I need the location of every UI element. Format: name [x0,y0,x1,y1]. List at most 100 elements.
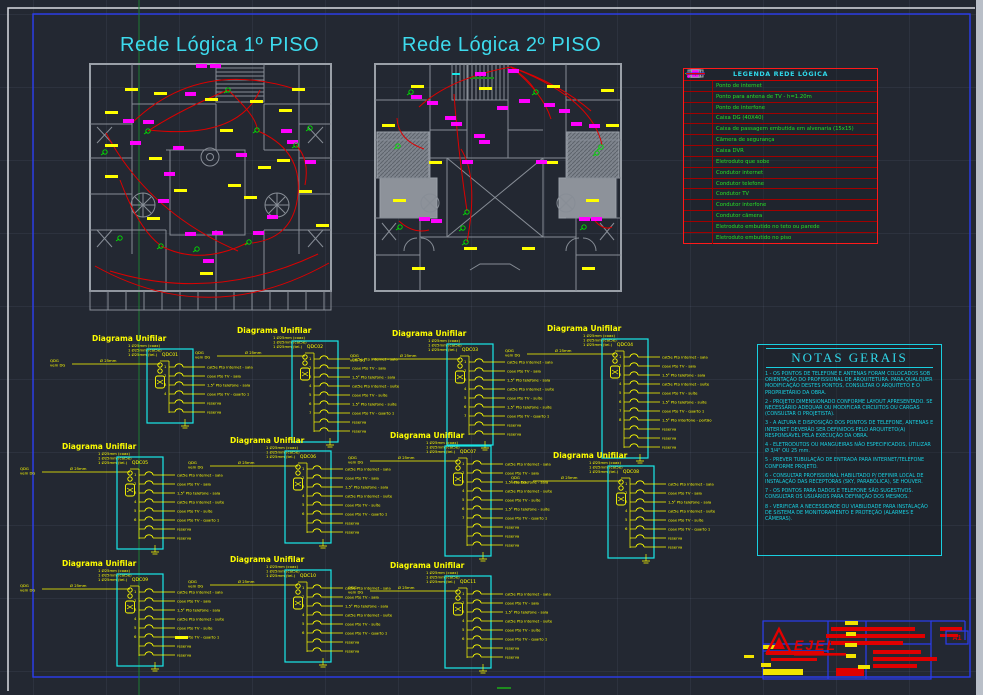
svg-text:3: 3 [464,377,467,382]
legend-item: ICondutor interfone [684,69,877,212]
circuit-tag [130,141,141,145]
svg-text:7: 7 [462,515,465,520]
network-point [579,224,587,231]
svg-text:1 Ø25mm (coax): 1 Ø25mm (coax) [273,335,306,340]
svg-text:1 Ø25mm (coax): 1 Ø25mm (coax) [426,440,459,445]
legend-item-label: Condutor telefone [716,180,764,187]
svg-text:cat5e Pto internet - suíte: cat5e Pto internet - suíte [668,509,716,514]
entry-step [469,263,521,271]
svg-text:vem DG: vem DG [348,590,363,595]
legend-item-label: Câmera de segurança [716,137,775,144]
svg-text:1 Ø25mm (tel.): 1 Ø25mm (tel.) [273,344,303,349]
balcony-hatch [566,131,620,179]
yellow-annotation [316,224,329,227]
svg-text:Diagrama Unifilar: Diagrama Unifilar [390,561,465,570]
svg-text:coax Pto TV - sala: coax Pto TV - sala [177,482,211,487]
svg-text:7: 7 [309,410,312,415]
circuit-tag [411,95,422,99]
svg-text:3: 3 [302,603,305,608]
svg-text:1: 1 [134,589,137,594]
svg-text:cat5e Pto internet - sala: cat5e Pto internet - sala [507,360,553,365]
circuit-tag [236,153,247,157]
dvr-box-icon: DVR [684,69,713,156]
circuit-tag [431,219,442,223]
svg-text:QDG: QDG [188,460,197,465]
legend-item-label: Caixa de passagem embutida em alvenaria … [716,126,854,133]
yellow-annotation [258,166,271,169]
svg-text:cat5e Pto internet - sala: cat5e Pto internet - sala [505,462,551,467]
network-point [461,239,469,246]
svg-text:cat5e Pto internet - sala: cat5e Pto internet - sala [345,467,391,472]
network-point [596,144,604,151]
svg-text:Ø 25mm: Ø 25mm [400,353,417,358]
sheet-border [32,13,971,678]
floor-plan-2-walls[interactable] [374,63,622,292]
circuit-tag [579,217,590,221]
internet-conductor-icon [684,69,713,178]
svg-text:Ø 25mm: Ø 25mm [398,455,415,460]
floor-plan-1-walls[interactable] [89,63,332,311]
network-point [305,125,313,132]
svg-text:3: 3 [462,479,465,484]
svg-text:1,5² Pto telefone - sala: 1,5² Pto telefone - sala [177,491,220,496]
svg-text:reserva: reserva [507,432,521,437]
svg-text:reserva: reserva [505,655,519,660]
svg-text:4: 4 [134,499,137,504]
title-block[interactable]: EJEL A1 [744,620,969,680]
legend-item-label: Condutor TV [716,191,750,198]
network-point [252,127,260,134]
svg-text:1: 1 [625,481,628,486]
note-item: 5 - PREVER TUBULAÇÃO DE ENTRADA PARA INT… [765,457,925,470]
svg-text:coax Pto TV - suíte: coax Pto TV - suíte [668,518,704,523]
legend-rows: Ponto de internet Ponto para antena de TV… [684,69,877,244]
floor-conduit-arc [594,220,613,229]
shaft-x-boxes [96,126,324,248]
svg-text:cat5e Pto internet - suíte: cat5e Pto internet - suíte [345,613,393,618]
passage-box-icon: P [684,69,713,135]
svg-text:QDC03: QDC03 [462,347,478,353]
network-point [406,89,414,96]
svg-text:1: 1 [302,466,305,471]
svg-text:coax Pto TV - quarto 1: coax Pto TV - quarto 1 [507,414,550,419]
circuit-tag [185,232,196,236]
svg-text:1,5² Pto telefone - sala: 1,5² Pto telefone - sala [668,500,711,505]
unifilar-diagrams[interactable]: Diagrama Unifilar 1 Ø25mm (coax) 1 Ø25mm (… [20,324,716,674]
circuit-tag [281,129,292,133]
circuit-tag [591,217,602,221]
circuit-tag [559,109,570,113]
network-point [393,143,401,150]
svg-text:7: 7 [464,413,467,418]
circuit-tag [212,231,223,235]
balcony-hatch [376,131,430,179]
yellow-annotation [522,247,535,250]
svg-text:2: 2 [302,475,305,480]
svg-text:coax Pto TV - quarto 1: coax Pto TV - quarto 1 [345,512,388,517]
floor-plan-2-symbols[interactable] [382,66,619,270]
svg-text:cat5e Pto internet - suíte: cat5e Pto internet - suíte [507,387,555,392]
svg-text:cat5e Pto internet - suíte: cat5e Pto internet - suíte [662,382,710,387]
svg-text:Diagrama Unifilar: Diagrama Unifilar [392,329,467,338]
column-circle [200,147,220,167]
circuit-tag [196,64,207,68]
floor-plan-1-symbols[interactable] [94,64,330,639]
svg-text:2: 2 [302,594,305,599]
svg-text:1,5² Pto telefone - sala: 1,5² Pto telefone - sala [345,604,388,609]
yellow-annotation [582,267,595,270]
floor-conduit-arc [251,130,299,244]
svg-text:1 Ø25mm (cat5e): 1 Ø25mm (cat5e) [589,465,623,470]
svg-text:coax Pto TV - quarto 1: coax Pto TV - quarto 1 [177,635,220,640]
yellow-annotation [175,636,188,639]
svg-text:vem DG: vem DG [188,584,203,589]
